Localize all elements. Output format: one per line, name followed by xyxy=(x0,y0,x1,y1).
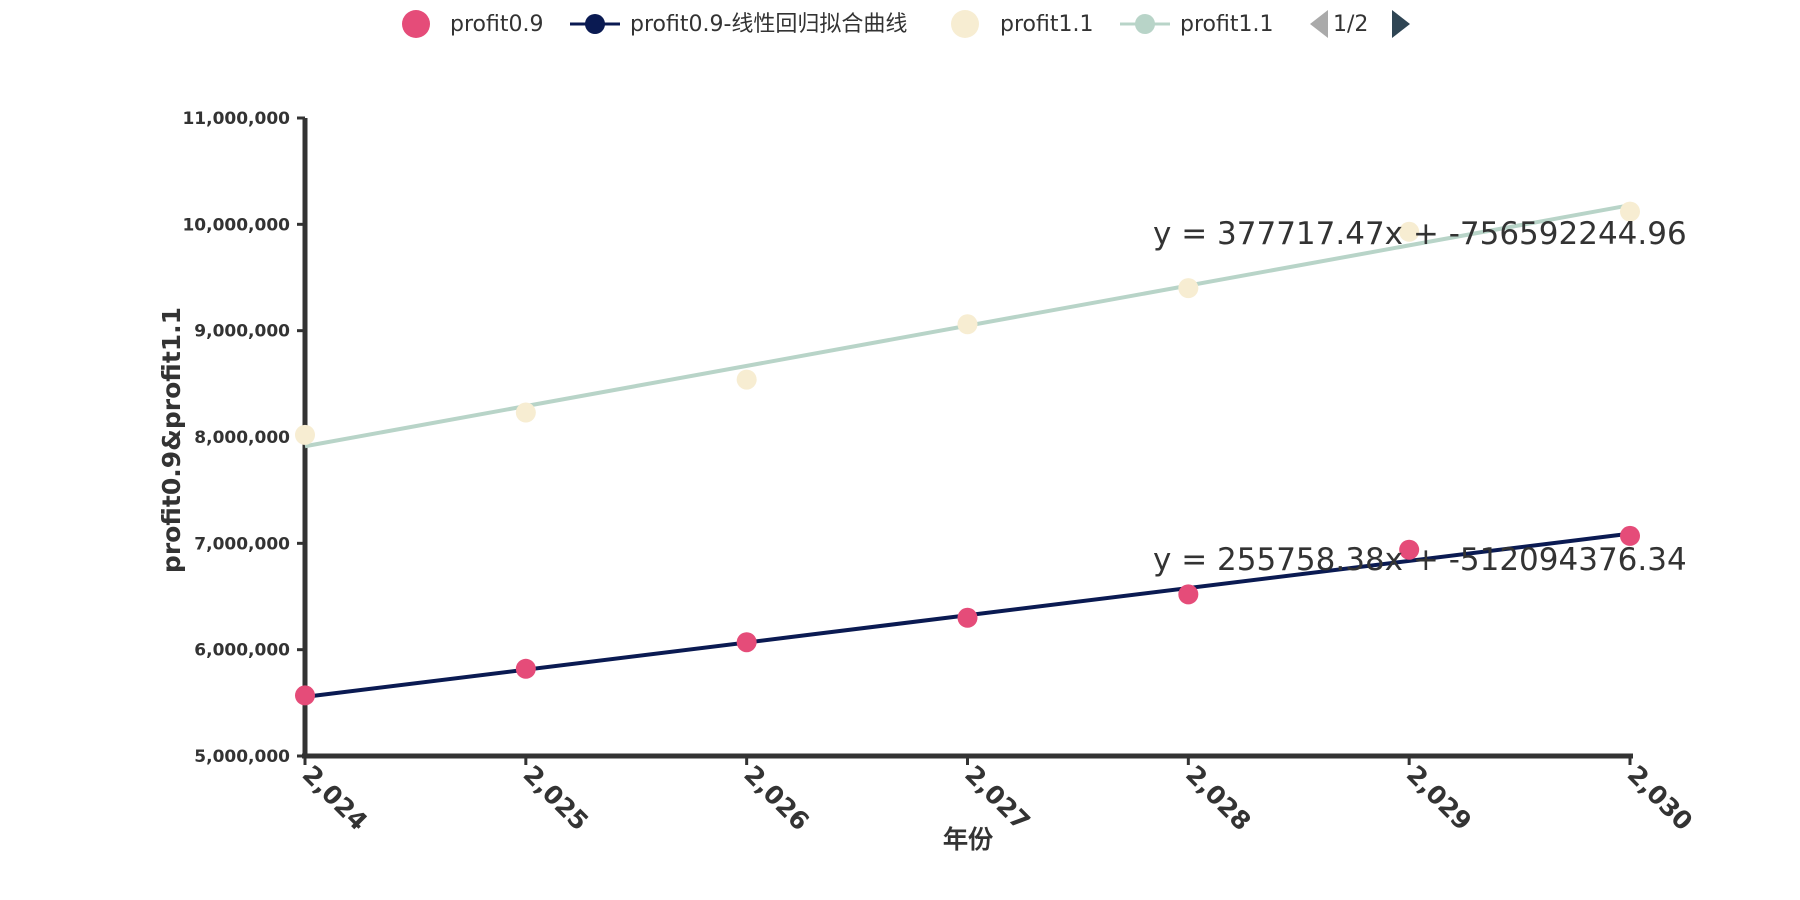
legend-item-profit09-fit[interactable]: profit0.9-线性回归拟合曲线 xyxy=(570,12,907,37)
y-ticks: 5,000,000 6,000,000 7,000,000 8,000,000 9,00… xyxy=(182,109,305,767)
x-ticks: 2,024 2,025 2,026 2,027 2,028 2,029 2,030 xyxy=(297,756,1698,836)
point-profit11[interactable] xyxy=(957,314,978,335)
legend-item-profit11[interactable]: profit1.1 xyxy=(951,10,1093,38)
point-profit11[interactable] xyxy=(1399,221,1420,242)
legend-marker-profit09 xyxy=(402,10,430,38)
point-profit09[interactable] xyxy=(515,658,536,679)
y-tick-label: 9,000,000 xyxy=(194,322,290,342)
point-profit11[interactable] xyxy=(295,424,315,445)
x-tick-label: 2,028 xyxy=(1180,760,1256,836)
legend-marker-profit11-fit xyxy=(1135,14,1155,34)
equation-profit09: y = 255758.38x + -512094376.34 xyxy=(1153,542,1687,578)
x-tick-label: 2,026 xyxy=(738,760,814,836)
point-profit09[interactable] xyxy=(1620,525,1640,546)
legend-item-profit09[interactable]: profit0.9 xyxy=(402,10,543,38)
legend-pager: 1/2 xyxy=(1310,10,1410,38)
x-tick-label: 2,025 xyxy=(518,760,594,836)
y-axis-title: profit0.9&profit1.1 xyxy=(157,307,186,573)
point-profit11[interactable] xyxy=(1178,278,1199,299)
x-axis-title: 年份 xyxy=(943,825,993,854)
y-tick-label: 6,000,000 xyxy=(194,641,290,661)
legend-label-profit09: profit0.9 xyxy=(450,12,543,37)
legend-label-profit11: profit1.1 xyxy=(1000,12,1093,37)
point-profit09[interactable] xyxy=(1178,584,1199,605)
legend-label-profit11-fit: profit1.1 xyxy=(1180,12,1273,37)
y-tick-label: 10,000,000 xyxy=(182,215,290,235)
point-profit09[interactable] xyxy=(1399,539,1420,560)
point-profit11[interactable] xyxy=(736,369,757,390)
legend-marker-profit09-fit xyxy=(585,14,605,34)
axes xyxy=(302,118,1633,759)
y-tick-label: 5,000,000 xyxy=(194,747,290,767)
y-tick-label: 8,000,000 xyxy=(194,428,290,448)
x-tick-label: 2,029 xyxy=(1401,760,1477,836)
point-profit09[interactable] xyxy=(295,685,315,706)
point-profit09[interactable] xyxy=(736,632,757,653)
legend: profit0.9 profit0.9-线性回归拟合曲线 profit1.1 p… xyxy=(402,10,1410,38)
point-profit11[interactable] xyxy=(1620,201,1640,222)
x-tick-label: 2,024 xyxy=(297,760,373,836)
triangle-right-icon[interactable] xyxy=(1392,10,1410,38)
series-layer xyxy=(295,201,1640,706)
legend-label-profit09-fit: profit0.9-线性回归拟合曲线 xyxy=(630,12,907,37)
y-tick-label: 11,000,000 xyxy=(182,109,290,129)
equation-profit11: y = 377717.47x + -756592244.96 xyxy=(1153,216,1687,252)
point-profit09[interactable] xyxy=(957,607,978,628)
triangle-left-icon[interactable] xyxy=(1310,10,1328,38)
point-profit11[interactable] xyxy=(515,402,536,423)
legend-page-indicator: 1/2 xyxy=(1333,12,1368,37)
y-tick-label: 7,000,000 xyxy=(194,534,290,554)
x-tick-label: 2,030 xyxy=(1622,760,1698,836)
legend-item-profit11-fit[interactable]: profit1.1 xyxy=(1120,12,1273,37)
legend-marker-profit11 xyxy=(951,10,979,38)
